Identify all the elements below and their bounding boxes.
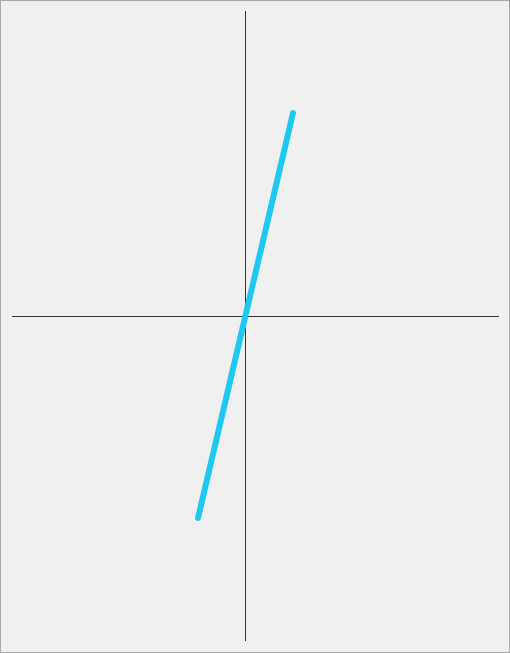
plotted-line	[195, 110, 296, 521]
